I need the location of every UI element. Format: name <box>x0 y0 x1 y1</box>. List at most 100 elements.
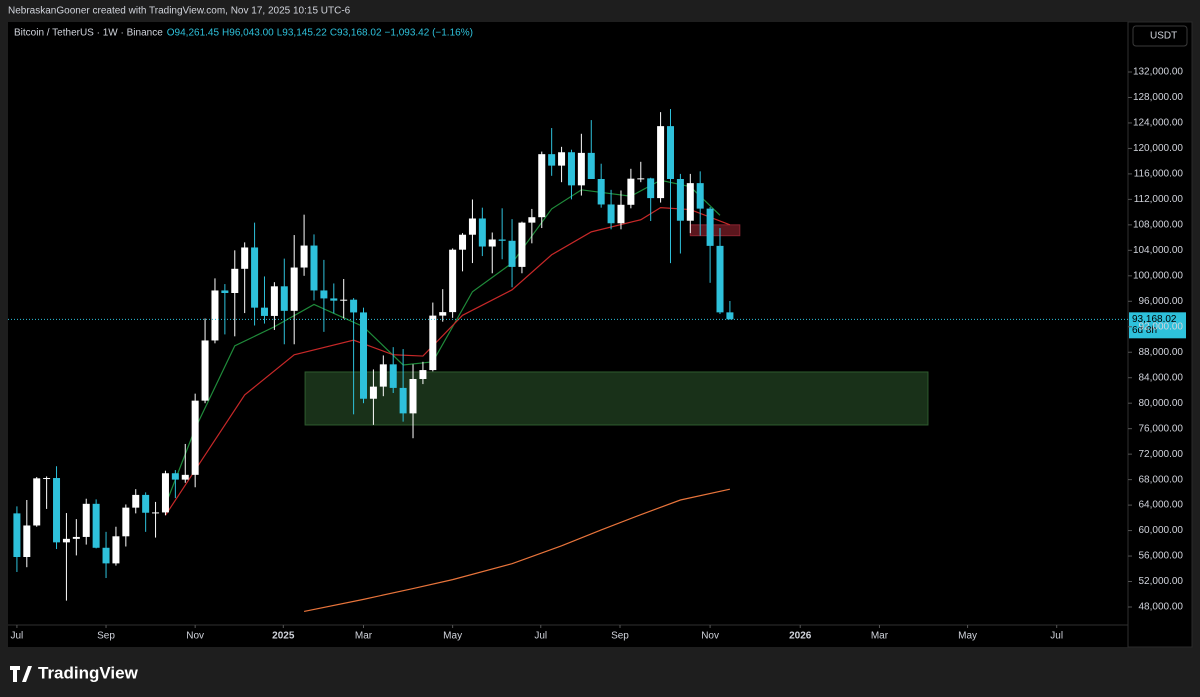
y-tick-label: 80,000.00 <box>1139 398 1184 409</box>
candle-body <box>696 183 704 209</box>
candle-body <box>508 240 516 267</box>
y-tick-label: 88,000.00 <box>1139 347 1184 358</box>
candle-body <box>706 208 714 246</box>
candle-body <box>518 222 526 267</box>
currency-button[interactable] <box>1132 25 1188 47</box>
x-tick-label: Nov <box>186 631 204 642</box>
candle-body <box>221 290 229 294</box>
y-tick-label: 132,000.00 <box>1133 67 1183 78</box>
candle-body <box>211 290 219 341</box>
x-tick-label: Mar <box>355 631 373 642</box>
candle-body <box>617 204 625 224</box>
candle-body <box>251 247 259 308</box>
candle-body <box>201 340 209 401</box>
candle-body <box>122 507 130 537</box>
candle-body <box>439 312 447 316</box>
last-price-box <box>1129 312 1186 339</box>
x-tick-label: 2026 <box>789 631 812 642</box>
candle-body <box>607 204 615 224</box>
chart-pane <box>8 22 1128 625</box>
y-tick-label: 52,000.00 <box>1139 576 1184 587</box>
candle-body <box>637 178 645 180</box>
candle-body <box>290 267 298 311</box>
x-tick-label: Jul <box>1050 631 1063 642</box>
plot <box>13 108 929 613</box>
legend-text: C93,168.02 <box>330 28 382 39</box>
y-tick-label: 108,000.00 <box>1133 219 1183 230</box>
candle-body <box>102 547 110 564</box>
candle-body <box>409 378 417 414</box>
y-tick-label: 96,000.00 <box>1139 296 1184 307</box>
zone <box>689 224 741 237</box>
candle-body <box>419 370 427 379</box>
candle-body <box>548 154 556 166</box>
candle-body <box>726 312 734 320</box>
candle-body <box>171 473 179 480</box>
y-tick-label: 100,000.00 <box>1133 270 1183 281</box>
y-tick-label: 104,000.00 <box>1133 245 1183 256</box>
moving-average <box>164 207 731 516</box>
currency: USDT <box>1150 31 1177 42</box>
y-tick-label: 128,000.00 <box>1133 92 1183 103</box>
zone <box>304 371 929 426</box>
candle-body <box>92 503 100 548</box>
candle-body <box>716 245 724 313</box>
candle-body <box>657 126 665 199</box>
logo-icon <box>10 666 32 682</box>
candle-body <box>112 536 120 564</box>
x-tick-label: Sep <box>611 631 629 642</box>
candle-body <box>300 245 308 268</box>
y-tick-label: 84,000.00 <box>1139 372 1184 383</box>
candle-body <box>567 152 575 186</box>
y-tick-label: 64,000.00 <box>1139 500 1184 511</box>
logo: TradingView <box>10 663 139 682</box>
candle-body <box>280 286 288 311</box>
candle-body <box>538 154 546 218</box>
x-tick-label: Mar <box>871 631 889 642</box>
x-tick-label: 2025 <box>272 631 295 642</box>
legend-text: H96,043.00 <box>222 28 274 39</box>
candle-body <box>399 387 407 414</box>
y-tick-label: 56,000.00 <box>1139 551 1184 562</box>
candle-body <box>13 513 21 558</box>
candle-body <box>191 400 199 475</box>
candle-body <box>587 152 595 179</box>
candle-body <box>320 290 328 299</box>
candle-body <box>260 307 268 316</box>
candle-body <box>468 218 476 235</box>
last-price-label: 93,168.02 <box>1132 314 1177 325</box>
candle-body <box>429 315 437 371</box>
candle-body <box>528 217 536 223</box>
candle-body <box>488 239 496 247</box>
legend-text: L93,145.22 <box>277 28 327 39</box>
x-tick-label: May <box>443 631 462 642</box>
legend-text: Bitcoin / TetherUS · 1W · Binance <box>14 28 163 39</box>
candle-body <box>161 473 169 513</box>
candle-body <box>379 364 387 387</box>
candle-body <box>330 298 338 301</box>
x-tick-label: Jul <box>534 631 547 642</box>
candle-body <box>627 178 635 205</box>
candle-body <box>449 249 457 313</box>
countdown: 6d 8h <box>1132 325 1157 336</box>
x-tick-label: Jul <box>11 631 24 642</box>
moving-average <box>303 488 731 613</box>
candle-body <box>597 178 605 205</box>
candle-body <box>33 478 41 526</box>
candle-body <box>181 474 189 480</box>
time-axis <box>8 625 1128 647</box>
candle-body <box>577 152 585 186</box>
y-tick-label: 72,000.00 <box>1139 449 1184 460</box>
candle-body <box>666 126 674 179</box>
candle-body <box>310 245 318 291</box>
x-tick-label: May <box>958 631 977 642</box>
y-tick-label: 116,000.00 <box>1134 169 1184 180</box>
y-tick-label: 68,000.00 <box>1139 474 1184 485</box>
candle-body <box>558 152 566 166</box>
candle-body <box>686 183 694 221</box>
candle-body <box>62 538 70 543</box>
candle-body <box>369 386 377 399</box>
